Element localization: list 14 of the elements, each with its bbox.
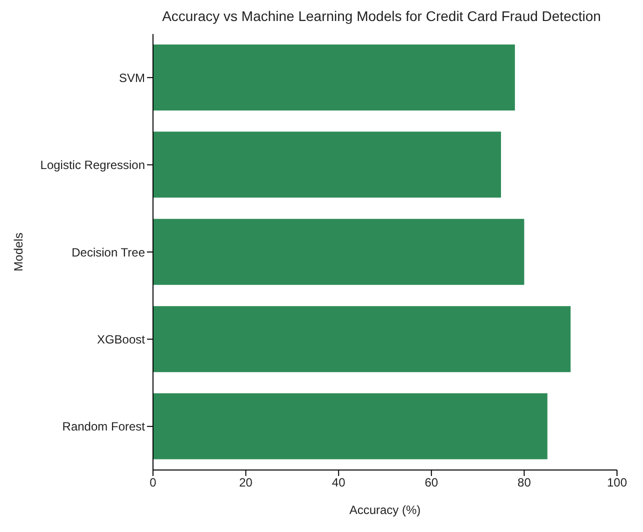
y-axis-title: Models	[11, 232, 26, 272]
x-tick-label: 0	[150, 476, 157, 490]
y-tick-label: SVM	[118, 70, 145, 85]
x-axis-title: Accuracy (%)	[349, 503, 421, 517]
x-tick-label: 40	[332, 476, 346, 490]
y-tick-label: XGBoost	[96, 332, 146, 346]
x-tick-label: 80	[518, 476, 532, 490]
x-tick-label: 20	[239, 476, 253, 490]
chart-title: Accuracy vs Machine Learning Models for Credit Card Fraud Detection	[161, 8, 602, 24]
y-tick-label: Random Forest	[62, 420, 146, 434]
y-tick-label: Logistic Regression	[40, 158, 145, 172]
y-tick-label: Decision Tree	[72, 245, 146, 260]
x-tick-label: 60	[424, 476, 438, 490]
x-tick-label: 100	[606, 476, 628, 490]
